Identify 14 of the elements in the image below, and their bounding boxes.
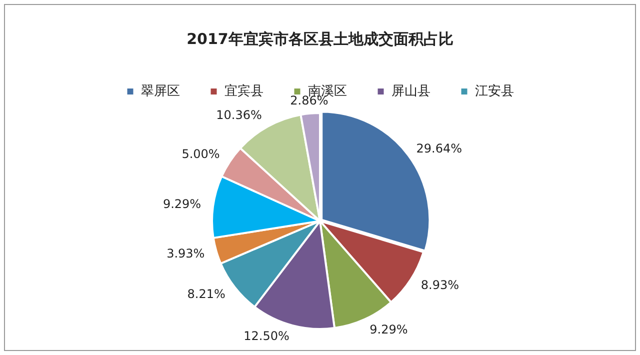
legend-label: 翠屏区	[140, 84, 180, 99]
data-label: 9.29%	[370, 322, 408, 336]
data-label: 8.21%	[187, 286, 226, 301]
data-label: 3.93%	[166, 246, 205, 260]
legend-label: 江安县	[474, 82, 514, 99]
data-label: 5.00%	[182, 147, 220, 162]
data-label: 9.29%	[162, 197, 202, 212]
chart-title: 2017年宜宾市各区县土地成交面积占比	[186, 30, 454, 48]
data-label: 10.36%	[216, 108, 262, 122]
data-label: 12.50%	[244, 329, 290, 344]
legend-label: 屏山县	[391, 84, 430, 99]
legend-label: 宜宾县	[224, 82, 264, 99]
data-label: 29.64%	[416, 141, 462, 156]
data-label: 8.93%	[420, 278, 460, 292]
